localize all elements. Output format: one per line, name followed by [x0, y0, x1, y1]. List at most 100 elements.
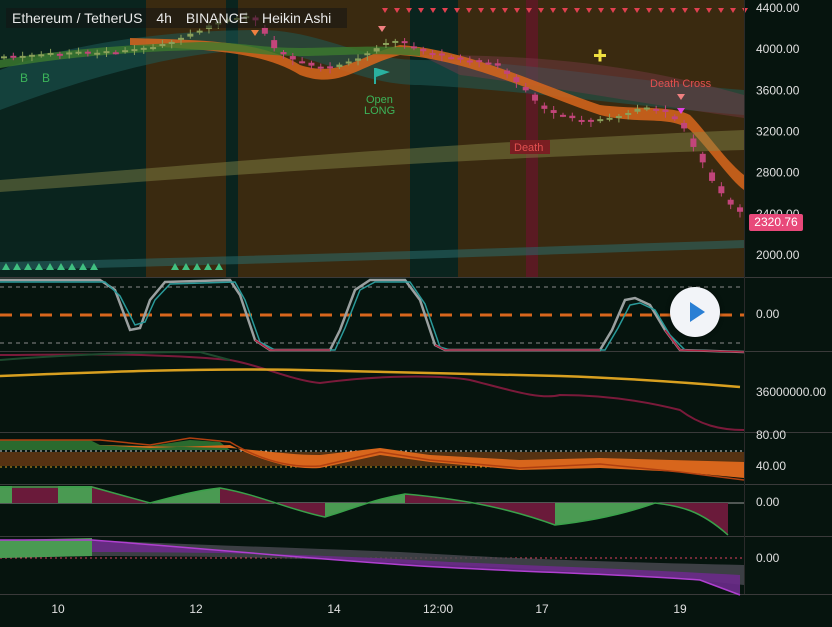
green-ribbon — [0, 42, 420, 68]
zone-teal — [410, 0, 458, 277]
vol-ma-line — [0, 368, 741, 389]
sell-arrow-icon — [538, 8, 544, 13]
y-tick-label: 0.00 — [756, 495, 780, 509]
play-icon — [690, 302, 705, 322]
buy-triangle-icon — [2, 263, 10, 270]
candle — [103, 47, 110, 57]
candle — [709, 169, 716, 183]
y-tick-label: 0.00 — [756, 551, 780, 565]
teal-channel — [0, 240, 744, 270]
buy-triangle-icon — [182, 263, 190, 270]
chart-title: Ethereum / TetherUS 4h BINANCE Heikin As… — [6, 8, 348, 28]
sell-arrow-icon — [454, 8, 460, 13]
momentum-pane — [0, 486, 744, 536]
play-button[interactable] — [670, 287, 720, 337]
sell-arrow-icon — [466, 8, 472, 13]
candle — [457, 54, 464, 63]
candle — [476, 58, 483, 68]
buy-triangle-icon — [79, 263, 87, 270]
x-axis[interactable]: 10 12 14 12:00 17 19 — [51, 602, 687, 616]
candle — [532, 92, 539, 104]
sell-arrow-icon — [622, 8, 628, 13]
open-long-label: Open — [366, 94, 393, 106]
y-tick-label: 4400.00 — [756, 1, 800, 15]
chart-style-label[interactable]: Heikin Ashi — [261, 10, 332, 26]
candle — [643, 105, 650, 112]
candle — [373, 45, 380, 54]
sell-arrow-icon — [478, 8, 484, 13]
sell-arrow-icon — [490, 8, 496, 13]
buy-triangle-icon — [13, 263, 21, 270]
buy-label: B — [42, 71, 50, 85]
candle — [112, 50, 119, 55]
candle — [494, 59, 501, 69]
y-tick-label: 3200.00 — [756, 125, 800, 139]
sell-arrow-icon — [502, 8, 508, 13]
sell-arrow-icon — [586, 8, 592, 13]
sell-arrow-icon — [682, 8, 688, 13]
buy-triangle-icon — [68, 263, 76, 270]
momentum-line — [0, 486, 729, 536]
buy-triangle-icon — [215, 263, 223, 270]
candle — [122, 47, 129, 54]
candle — [345, 58, 352, 66]
x-tick-label: 12:00 — [423, 602, 453, 616]
candle — [289, 52, 296, 66]
y-tick-label: 2000.00 — [756, 248, 800, 262]
candle — [336, 62, 343, 70]
buy-triangle-icon — [35, 263, 43, 270]
candle — [196, 28, 203, 35]
candle — [317, 63, 324, 72]
candle — [699, 151, 706, 169]
candle — [131, 45, 138, 56]
candle — [634, 104, 641, 114]
candle — [150, 44, 157, 51]
sell-arrow-icon — [562, 8, 568, 13]
y-tick-label: 36000000.00 — [756, 385, 826, 399]
candles-layer — [1, 12, 743, 218]
buy-label: B — [20, 71, 28, 85]
candle — [466, 56, 473, 66]
sell-arrow-icon — [658, 8, 664, 13]
sell-arrow-icon — [526, 8, 532, 13]
open-long-label: LONG — [364, 105, 395, 117]
candle — [606, 113, 613, 122]
candle — [178, 34, 185, 45]
vol-dark-line — [0, 353, 745, 431]
candle — [94, 49, 101, 59]
candle — [187, 29, 194, 39]
candle — [299, 57, 306, 64]
sell-arrow-icon — [514, 8, 520, 13]
candle — [448, 55, 455, 60]
candle — [569, 112, 576, 122]
sell-arrow-icon — [610, 8, 616, 13]
buy-triangle-icon — [171, 263, 179, 270]
candle — [1, 54, 7, 60]
sell-arrow-icon — [694, 8, 700, 13]
candle — [410, 42, 417, 51]
rsi-green-fill — [0, 440, 230, 450]
bottom-triangles — [2, 263, 223, 270]
oscillator-pane — [0, 538, 744, 596]
interval-label[interactable]: 4h — [156, 10, 172, 26]
sell-arrow-icon — [394, 8, 400, 13]
y-tick-label: 4000.00 — [756, 42, 800, 56]
symbol-label: Ethereum / TetherUS — [12, 10, 143, 26]
candle — [541, 102, 548, 114]
candle — [718, 182, 725, 197]
candle — [429, 49, 436, 58]
candle — [355, 54, 362, 66]
candle — [438, 49, 445, 62]
y-tick-label: 0.00 — [756, 307, 780, 321]
candle — [56, 51, 63, 59]
last-price-badge: 2320.76 — [749, 214, 803, 231]
osc-green-fill — [0, 538, 92, 558]
stoch-bear-line — [254, 329, 745, 353]
sell-arrow-icon — [646, 8, 652, 13]
sell-arrow-icon — [382, 8, 388, 13]
candle — [615, 114, 622, 123]
y-tick-label: 3600.00 — [756, 83, 800, 97]
candle — [597, 116, 604, 124]
